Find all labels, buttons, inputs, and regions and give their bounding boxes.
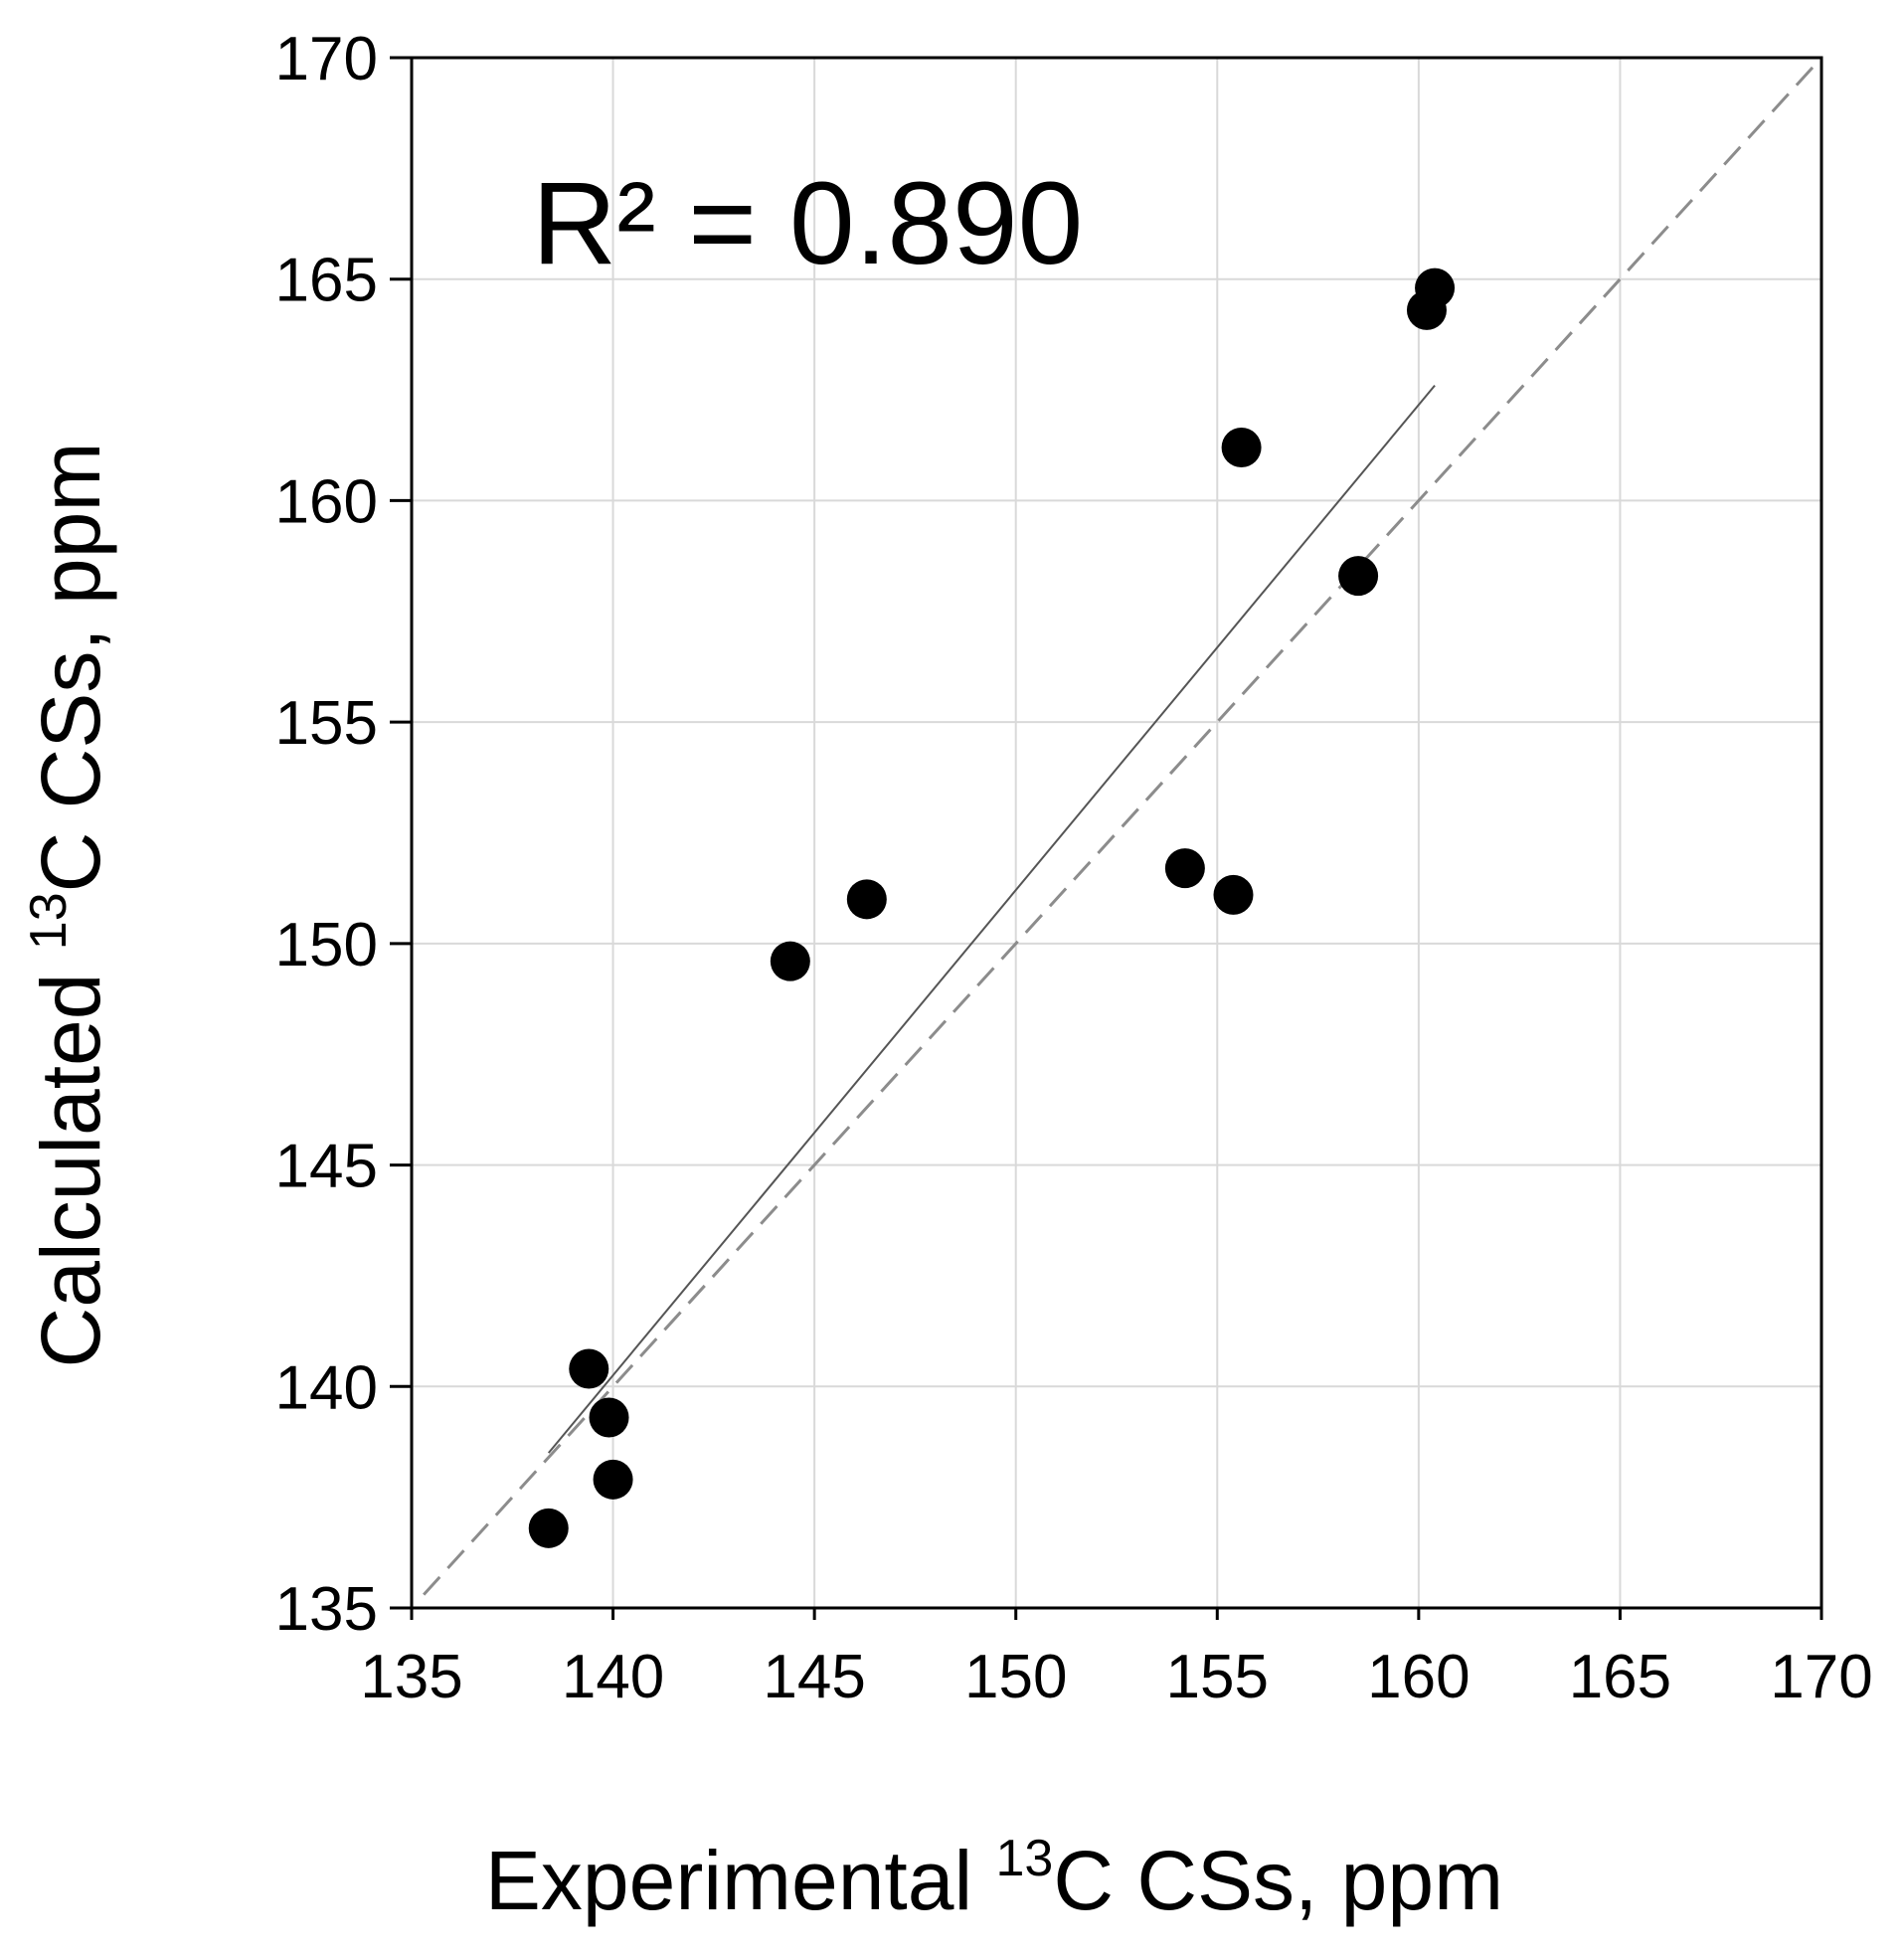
axis-ticks [390,56,1823,1620]
x-tick-labels: 135 140 145 150 155 160 165 170 [360,1643,1872,1711]
y-tick-label: 170 [275,25,378,93]
y-axis-title: Calculated 13C CSs, ppm [20,443,117,1368]
data-points [528,267,1456,1548]
data-point [1415,267,1456,308]
y-tick-label: 140 [275,1353,378,1422]
y-tick-label: 160 [275,467,378,536]
trendline [547,384,1436,1454]
plot-frame [410,56,1823,1610]
y-tick-label: 150 [275,911,378,979]
data-point [1213,874,1254,915]
y-tick-label: 165 [275,247,378,315]
data-point [1221,427,1262,467]
identity-line [423,56,1823,1596]
data-point [589,1397,629,1438]
data-point [1164,848,1205,889]
x-tick-label: 155 [1166,1643,1269,1711]
data-point [528,1508,569,1548]
x-tick-label: 165 [1569,1643,1671,1711]
data-point [1338,556,1379,597]
x-tick-label: 135 [360,1643,462,1711]
r-squared-annotation: R² = 0.890 [532,158,1083,289]
x-tick-label: 170 [1770,1643,1872,1711]
x-axis-title: Experimental 13C CSs, ppm [485,1830,1503,1927]
data-point [770,941,810,981]
y-tick-label: 155 [275,689,378,758]
data-point [593,1459,633,1500]
data-point [569,1348,609,1389]
x-tick-label: 140 [562,1643,664,1711]
reference-lines [423,56,1823,1596]
x-tick-label: 145 [763,1643,865,1711]
x-tick-label: 150 [964,1643,1067,1711]
y-tick-label: 145 [275,1133,378,1201]
x-tick-label: 160 [1367,1643,1470,1711]
y-tick-labels: 135 140 145 150 155 160 165 170 [275,25,378,1644]
data-point [846,879,887,920]
y-tick-label: 135 [275,1575,378,1644]
